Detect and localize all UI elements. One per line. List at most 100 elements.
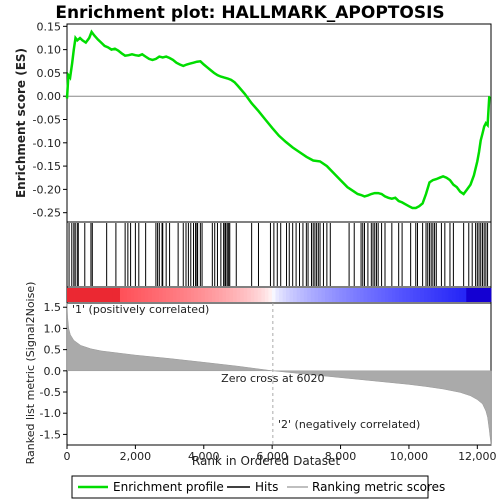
hits-frame [66,221,492,288]
metric-y-tick-label: 0.0 [44,365,62,378]
colorbar-cell [226,288,230,302]
colorbar-cell [211,288,216,302]
colorbar-cell [434,288,439,302]
colorbar-cell [395,288,400,302]
colorbar-cells [67,288,492,302]
es-y-tick-label: -0.10 [33,137,61,150]
colorbar-cell [339,288,343,302]
colorbar-cell [420,288,425,302]
colorbar-cell [70,288,75,302]
metric-y-tick-label: -1.0 [40,407,61,420]
chart-title: Enrichment plot: HALLMARK_APOPTOSIS [55,3,444,23]
metric-y-tick-label: 0.5 [44,344,62,357]
colorbar-cell [430,288,435,302]
legend-label-hits: Hits [255,480,278,494]
colorbar-cell [466,288,471,302]
colorbar-cell [409,288,414,302]
enrichment-profile-line [65,29,491,210]
colorbar-cell [77,288,82,302]
metric-y-tick-label: -1.5 [40,428,61,441]
colorbar-cell [264,288,269,302]
es-y-axis: 0.15 0.10 0.05 0.00 -0.05 -0.10 -0.15 -0.20 -0.2… [33,20,67,220]
legend-label-metric: Ranking metric scores [312,480,445,494]
x-tick-label: 12,000 [458,450,497,463]
colorbar-cell [452,288,457,302]
legend-label-enrichment: Enrichment profile [113,480,224,494]
colorbar-cell [342,288,347,302]
colorbar-cell [423,288,428,302]
colorbar-cell [314,288,319,302]
hits-panel [66,221,492,288]
metric-y-axis: 1.5 1.0 0.5 0.0 -0.5 -1.0 -1.5 [40,301,67,441]
colorbar-cell [250,288,255,302]
colorbar-cell [141,288,146,302]
colorbar-cell [286,288,290,302]
colorbar-cell [469,288,474,302]
es-y-tick-label: -0.20 [33,183,61,196]
colorbar-cell [233,288,237,302]
colorbar-cell [236,288,241,302]
colorbar-cell [102,288,107,302]
colorbar-cell [116,288,121,302]
colorbar-cell [476,288,481,302]
colorbar-cell [438,288,442,302]
colorbar-cell [445,288,449,302]
metric-y-axis-label: Ranked list metric (Signal2Noise) [24,282,37,465]
colorbar-cell [112,288,117,302]
metric-y-tick-label: -0.5 [40,386,61,399]
colorbar-cell [204,288,209,302]
zero-cross-label: Zero cross at 6020 [221,372,324,385]
colorbar-cell [123,288,128,302]
colorbar-cell [130,288,135,302]
x-tick-label: 4,000 [188,450,220,463]
colorbar-cell [459,288,464,302]
colorbar-cell [296,288,301,302]
colorbar-cell [303,288,308,302]
colorbar-cell [455,288,460,302]
colorbar-cell [183,288,188,302]
colorbar-cell [480,288,485,302]
x-tick-label: 6,000 [256,450,288,463]
positive-correlation-label: '1' (positively correlated) [72,303,209,316]
colorbar-cell [134,288,139,302]
colorbar-cell [194,288,199,302]
colorbar-cell [201,288,206,302]
colorbar-cell [169,288,174,302]
colorbar-cell [190,288,195,302]
colorbar-cell [385,288,389,302]
colorbar-cell [321,288,326,302]
colorbar-cell [275,288,280,302]
es-y-tick-label: -0.15 [33,160,61,173]
colorbar-cell [448,288,453,302]
x-axis-label: Rank in Ordered Dataset [192,454,340,468]
colorbar-cell [222,288,227,302]
legend: Enrichment profile Hits Ranking metric s… [71,475,445,499]
colorbar-cell [151,288,156,302]
colorbar-cell [300,288,305,302]
colorbar-cell [208,288,213,302]
colorbar-cell [413,288,418,302]
colorbar-cell [98,288,103,302]
es-plot-frame [66,23,492,223]
x-tick-label: 8,000 [325,450,357,463]
metric-y-tick-label: 1.0 [44,322,62,335]
colorbar-cell [109,288,114,302]
colorbar-cell [218,288,223,302]
colorbar-cell [91,288,96,302]
x-tick-label: 0 [64,450,71,463]
colorbar-cell [363,288,368,302]
colorbar-cell [180,288,184,302]
colorbar-cell [289,288,294,302]
colorbar-cell [155,288,160,302]
colorbar-cell [105,288,110,302]
colorbar-cell [317,288,322,302]
colorbar-cell [293,288,298,302]
colorbar-cell [483,288,488,302]
es-panel: 0.15 0.10 0.05 0.00 -0.05 -0.10 -0.15 -0.20 -0.2… [14,20,492,223]
hits-lines [68,223,489,286]
colorbar-cell [120,288,124,302]
colorbar-cell [310,288,315,302]
colorbar-cell [473,288,478,302]
